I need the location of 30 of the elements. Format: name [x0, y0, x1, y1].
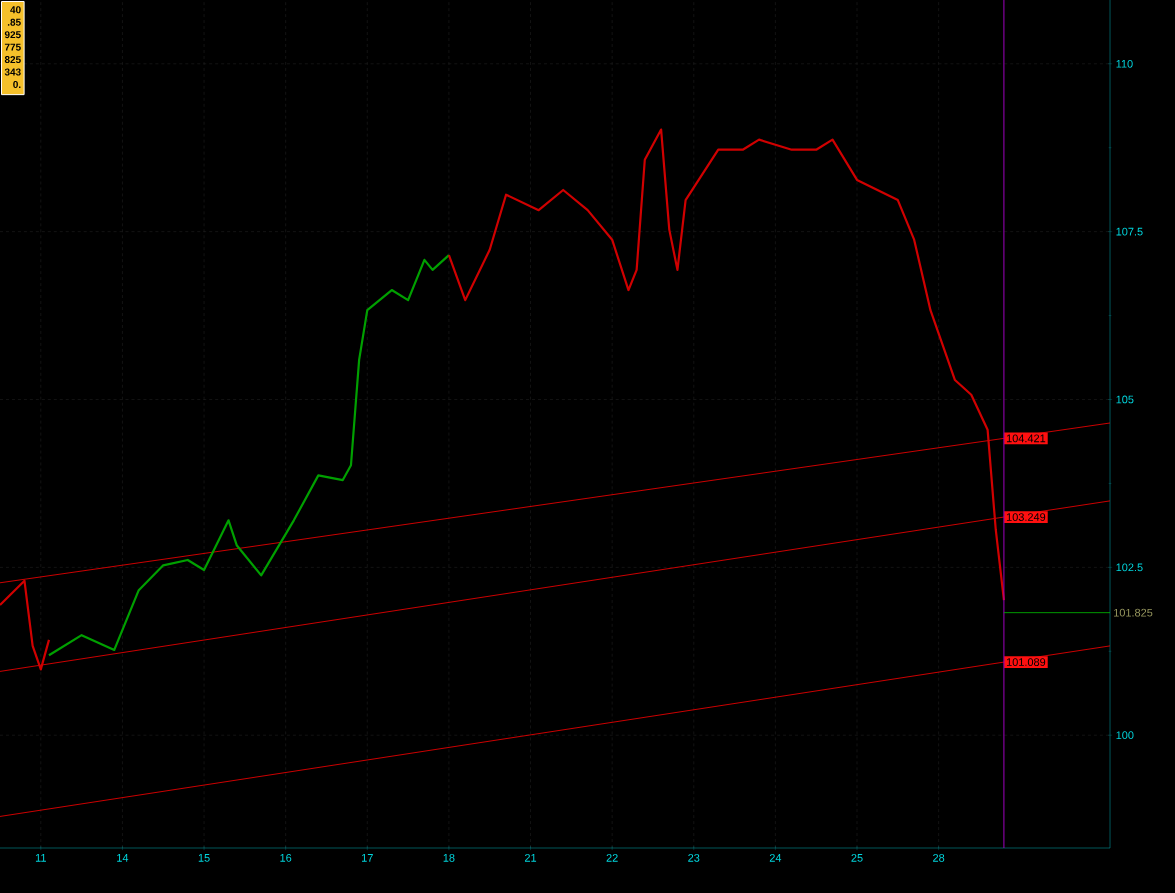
- annotation: .85: [7, 18, 21, 26]
- x-tick-label: 14: [117, 854, 129, 862]
- x-tick-label: 18: [443, 854, 455, 862]
- x-tick-label: 16: [280, 854, 292, 862]
- data-label: 103.249: [1006, 513, 1046, 521]
- x-tick-label: 28: [933, 854, 945, 862]
- y-tick-label: 107.5: [1116, 227, 1143, 236]
- annotation: 925: [4, 31, 21, 39]
- x-tick-label: 23: [688, 854, 700, 862]
- data-label: 104.421: [1006, 434, 1046, 443]
- x-tick-label: 25: [851, 854, 863, 862]
- annotation: 0.: [13, 80, 21, 89]
- annotation: 825: [4, 56, 21, 64]
- x-tick-label: 21: [524, 854, 537, 862]
- x-tick-label: 17: [362, 854, 373, 862]
- x-tick-label: 11: [35, 854, 46, 862]
- data-label: 101.089: [1006, 658, 1046, 666]
- line-series: [47, 254, 451, 657]
- y-tick-label: 100: [1116, 731, 1134, 740]
- y-tick-label: 102.5: [1116, 563, 1143, 572]
- ref-line-label: 101.825: [1114, 608, 1153, 617]
- y-tick-label: 110: [1116, 59, 1133, 68]
- x-tick-label: 22: [606, 854, 618, 862]
- annotation: 343: [4, 68, 21, 76]
- annotation: 775: [4, 43, 21, 51]
- y-tick-label: 105: [1116, 395, 1134, 404]
- x-tick-label: 15: [198, 854, 210, 862]
- x-tick-label: 24: [769, 854, 782, 862]
- line-series: [0, 579, 51, 671]
- annotation: 40: [10, 6, 21, 14]
